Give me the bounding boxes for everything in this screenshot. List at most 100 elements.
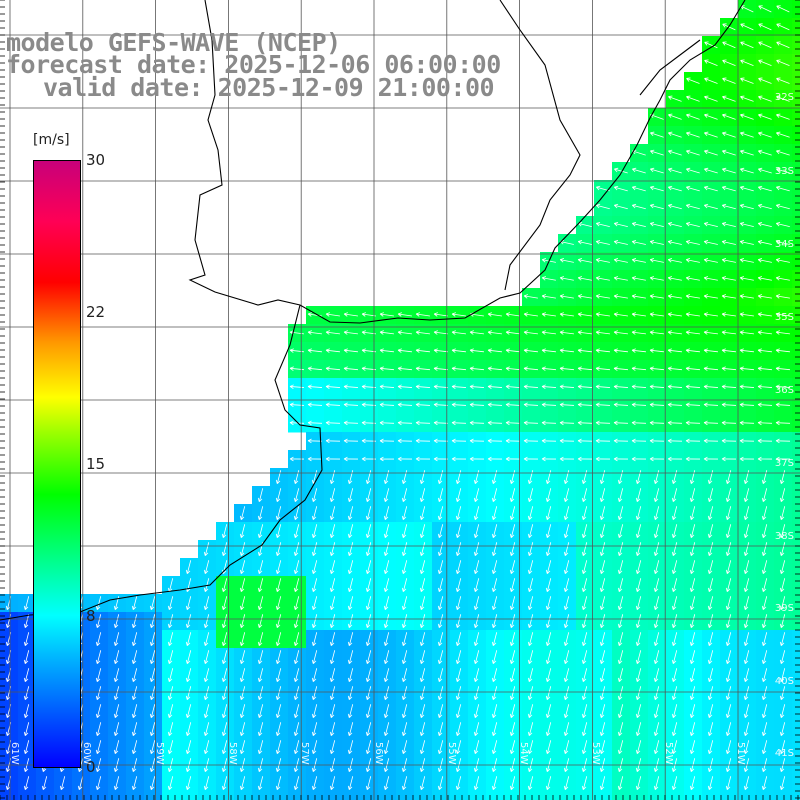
wind-arrow [469, 330, 484, 335]
wind-arrow [437, 632, 444, 647]
wind-arrow [761, 542, 768, 557]
wind-arrow [329, 470, 336, 485]
wind-arrow [671, 686, 678, 701]
wind-arrow [185, 776, 192, 791]
wind-arrow [113, 722, 120, 737]
wind-arrow [559, 402, 575, 408]
wind-arrow [599, 488, 606, 503]
wind-arrow [775, 258, 790, 263]
wind-arrow [721, 384, 737, 389]
colorbar-tick-8: 8 [86, 607, 96, 625]
wind-arrow [671, 560, 678, 575]
wind-arrow [293, 686, 300, 701]
wind-arrow [689, 740, 696, 755]
wind-arrow [95, 740, 102, 755]
wind-arrow [527, 542, 534, 557]
wind-arrow [722, 95, 736, 102]
wind-arrow [343, 348, 359, 353]
wind-arrow [779, 722, 786, 737]
wind-arrow [686, 77, 700, 84]
field-cell [792, 162, 800, 181]
wind-arrow [671, 470, 678, 485]
field-cell [594, 792, 613, 800]
field-cell [792, 72, 800, 91]
wind-arrow [725, 722, 732, 737]
wind-arrow [473, 614, 480, 629]
field-cell [792, 450, 800, 469]
wind-arrow [775, 348, 791, 353]
wind-arrow [329, 614, 336, 629]
wind-arrow [545, 704, 552, 719]
wind-arrow [23, 776, 30, 791]
wind-arrow [671, 614, 678, 629]
wind-arrow [509, 506, 516, 521]
wind-arrow [379, 420, 395, 426]
wind-arrow [707, 722, 714, 737]
wind-arrow [635, 524, 642, 539]
wind-arrow [419, 776, 426, 791]
wind-arrow [668, 167, 682, 174]
wind-arrow [185, 740, 192, 755]
wind-arrow [343, 384, 359, 389]
wind-arrow [149, 740, 156, 755]
wind-arrow [509, 542, 516, 557]
wind-arrow [761, 506, 768, 521]
wind-arrow [221, 596, 228, 611]
wind-arrow [685, 348, 701, 353]
field-cell [792, 738, 800, 757]
wind-arrow [491, 560, 498, 575]
wind-arrow [509, 776, 516, 791]
field-cell [576, 792, 595, 800]
wind-arrow [383, 704, 390, 719]
wind-arrow [635, 578, 642, 593]
wind-arrow [419, 596, 426, 611]
wind-arrow [455, 596, 462, 611]
wind-arrow [776, 41, 790, 49]
wind-arrow [185, 686, 192, 701]
wind-arrow [599, 668, 606, 683]
field-cell [792, 270, 800, 289]
wind-arrow [722, 41, 736, 49]
wind-arrow [595, 402, 611, 408]
wind-arrow [437, 488, 444, 503]
wind-arrow [776, 131, 790, 138]
wind-arrow [541, 402, 557, 408]
wind-arrow [307, 384, 323, 389]
field-cell [198, 792, 217, 800]
wind-arrow [613, 402, 629, 408]
wind-arrow [293, 596, 300, 611]
wind-arrow [635, 776, 642, 791]
wind-arrow [293, 524, 300, 539]
wind-arrow [437, 722, 444, 737]
wind-arrow [761, 560, 768, 575]
wind-arrow [95, 596, 102, 611]
wind-arrow [311, 686, 318, 701]
wind-arrow [721, 276, 736, 281]
wind-arrow [649, 420, 665, 426]
wind-arrow [23, 632, 30, 647]
wind-arrow [329, 560, 336, 575]
wind-arrow [653, 470, 660, 485]
wind-arrow [379, 330, 394, 335]
wind-arrow [451, 366, 467, 371]
wind-arrow [239, 650, 246, 665]
wind-arrow [419, 470, 426, 485]
wind-arrow [203, 668, 210, 683]
wind-arrow [365, 542, 372, 557]
wind-arrow [703, 366, 719, 371]
wind-arrow [203, 632, 210, 647]
wind-arrow [239, 596, 246, 611]
wind-arrow [293, 560, 300, 575]
wind-arrow [689, 722, 696, 737]
wind-arrow [704, 167, 718, 174]
wind-arrow [397, 402, 413, 408]
wind-arrow [613, 239, 628, 245]
wind-arrow [721, 366, 737, 371]
colorbar-unit: [m/s] [33, 132, 70, 148]
wind-arrow [761, 524, 768, 539]
wind-arrow [776, 59, 790, 67]
wind-arrow [743, 776, 750, 791]
wind-arrow [455, 560, 462, 575]
wind-arrow [451, 312, 466, 317]
wind-arrow [545, 560, 552, 575]
